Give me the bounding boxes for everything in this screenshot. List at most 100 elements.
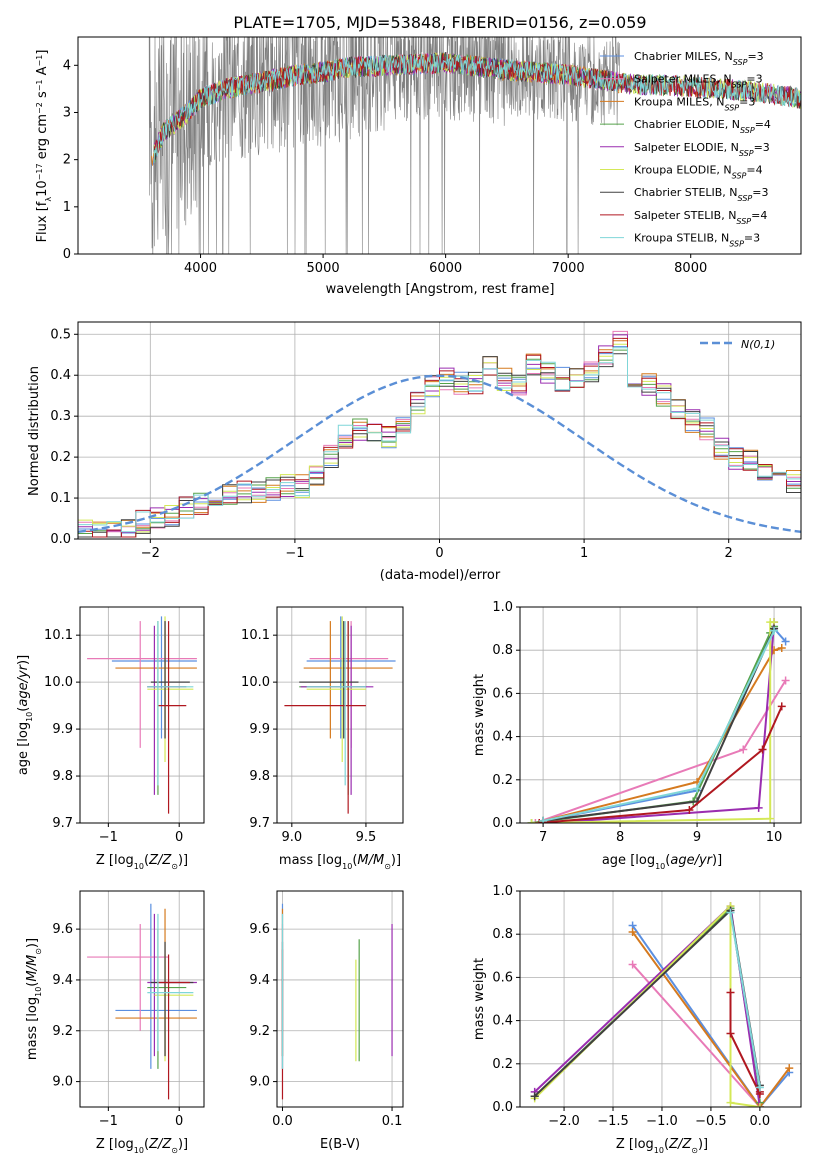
x-tick-label: 7 <box>539 830 547 845</box>
x-tick-label: 2 <box>725 546 733 561</box>
axes-frame <box>519 606 802 824</box>
x-axis-label: mass [log10(M/M⊙)] <box>279 853 401 871</box>
y-tick-label: 1.0 <box>492 884 513 899</box>
y-tick-label: 9.7 <box>249 816 270 831</box>
legend-entry: Chabrier MILES, NSSP=3 <box>634 50 764 67</box>
weight-marker <box>758 745 767 754</box>
weight-marker <box>685 806 694 815</box>
x-tick-label: 10 <box>766 830 783 845</box>
x-tick-label: 4000 <box>184 261 217 276</box>
y-tick-label: 0.2 <box>50 450 71 465</box>
weight-marker <box>628 960 637 969</box>
weight-marker <box>628 928 637 937</box>
y-tick-label: 0.6 <box>492 970 513 985</box>
weight-marker <box>726 988 735 997</box>
mass-vs-ebv-plot-area <box>281 903 393 1100</box>
histogram-step-8 <box>78 347 801 533</box>
figure-title: PLATE=1705, MJD=53848, FIBERID=0156, z=0… <box>233 13 646 32</box>
weight-marker <box>770 626 779 635</box>
y-tick-label: 0.4 <box>50 368 71 383</box>
y-tick-label: 9.4 <box>52 973 73 988</box>
x-axis-label: Z [log10(Z/Z⊙)] <box>96 1137 188 1155</box>
data-spectrum-line <box>148 37 620 254</box>
y-axis-label: age [log10(age/yr)] <box>16 655 34 775</box>
y-tick-label: 10.0 <box>44 675 73 690</box>
axes-frame <box>79 890 205 1108</box>
y-axis-label: Flux [fλ10−17 erg cm−2 s−1 A−1] <box>35 50 53 243</box>
spectrum-legend: Chabrier MILES, NSSP=3 Salpeter MILES, NS… <box>600 50 771 248</box>
y-tick-label: 9.6 <box>249 922 270 937</box>
x-tick-label: −1 <box>285 546 304 561</box>
y-axis-label: mass weight <box>472 674 487 756</box>
y-tick-label: 9.9 <box>52 722 73 737</box>
y-tick-label: 0.8 <box>492 927 513 942</box>
weight-marker <box>527 819 536 823</box>
weight-line <box>542 626 787 822</box>
weight-marker <box>766 814 775 823</box>
x-tick-label: 5000 <box>307 261 340 276</box>
y-tick-label: 3 <box>63 105 71 120</box>
axes-frame <box>276 890 404 1108</box>
axes-frame <box>519 890 802 1108</box>
axes-frame <box>276 606 404 824</box>
model-line <box>153 53 801 163</box>
legend-entry: Salpeter STELIB, NSSP=4 <box>634 209 767 226</box>
y-tick-label: 9.2 <box>52 1024 73 1039</box>
x-tick-label: −1 <box>99 1114 118 1129</box>
y-tick-label: 9.4 <box>249 973 270 988</box>
y-axis-label: mass weight <box>472 958 487 1040</box>
mass-weight-vs-z-plot-area <box>530 902 794 1107</box>
x-tick-label: 8000 <box>674 261 707 276</box>
y-tick-label: 10.1 <box>44 628 73 643</box>
y-tick-label: 0.3 <box>50 409 71 424</box>
x-tick-label: −0.5 <box>695 1114 727 1129</box>
x-tick-label: 0 <box>435 546 443 561</box>
mass-weight-vs-age-plot-area <box>527 618 790 823</box>
legend-entry: Chabrier STELIB, NSSP=3 <box>634 186 768 203</box>
y-tick-label: 0.2 <box>492 1057 513 1072</box>
normal-curve <box>78 374 801 533</box>
y-tick-label: 10.1 <box>241 628 270 643</box>
weight-line <box>534 906 761 1103</box>
weight-marker <box>755 1083 764 1092</box>
mass-vs-z-panel: −1 0 9.0 9.2 9.4 9.6 Z [log10(Z/Z⊙)] mass [log1… <box>25 890 205 1155</box>
legend-entry: Kroupa MILES, NSSP=3 <box>634 95 755 112</box>
y-tick-label: 0 <box>63 247 71 262</box>
x-tick-label: −2.0 <box>548 1114 580 1129</box>
x-axis-label: Z [log10(Z/Z⊙)] <box>616 1137 708 1155</box>
weight-marker <box>754 803 763 812</box>
weight-marker <box>726 1029 735 1038</box>
weight-line <box>631 931 791 1107</box>
y-tick-label: 9.6 <box>52 922 73 937</box>
histogram-step-4 <box>78 334 801 538</box>
weight-marker <box>777 702 786 711</box>
x-axis-label: (data-model)/error <box>380 568 501 583</box>
y-axis-label: Normed distribution <box>27 366 42 496</box>
y-tick-label: 1 <box>63 200 71 215</box>
y-tick-label: 9.2 <box>249 1024 270 1039</box>
x-axis-label: Z [log10(Z/Z⊙)] <box>96 853 188 871</box>
residuals-panel: −2 −1 0 1 2 0.0 0.1 0.2 0.3 0.4 0.5 N(0,1) (data-mod… <box>27 321 802 583</box>
x-tick-label: −2 <box>141 546 160 561</box>
x-tick-label: 7000 <box>552 261 585 276</box>
weight-marker <box>781 676 790 685</box>
y-tick-label: 0.4 <box>492 730 513 745</box>
x-tick-label: 9.5 <box>356 830 377 845</box>
x-tick-label: −1.5 <box>597 1114 629 1129</box>
weight-line <box>535 679 787 823</box>
x-tick-label: −1.0 <box>646 1114 678 1129</box>
y-axis-label: mass [log10(M/M⊙)] <box>25 938 43 1060</box>
weight-line <box>550 622 776 823</box>
y-tick-label: 9.8 <box>249 769 270 784</box>
x-tick-label: 9.0 <box>281 830 302 845</box>
mass-weight-vs-z-panel: −2.0 −1.5 −1.0 −0.5 0.0 0.0 0.2 0.4 0.6 0.8 1.0 mas… <box>472 884 802 1155</box>
x-tick-label: 0.1 <box>382 1114 403 1129</box>
mass-weight-vs-age-panel: 7 8 9 10 0.0 0.2 0.4 0.6 0.8 1.0 mass weight age [l… <box>472 600 802 871</box>
spectrum-plot-area <box>148 37 801 254</box>
x-tick-label: 8 <box>616 830 624 845</box>
x-axis-label: E(B-V) <box>320 1137 360 1152</box>
weight-marker <box>739 745 748 754</box>
legend-entry: N(0,1) <box>741 338 775 351</box>
spectrum-panel: 4000 5000 6000 7000 8000 0 1 2 3 4 Chabrier MILES,… <box>35 36 802 297</box>
